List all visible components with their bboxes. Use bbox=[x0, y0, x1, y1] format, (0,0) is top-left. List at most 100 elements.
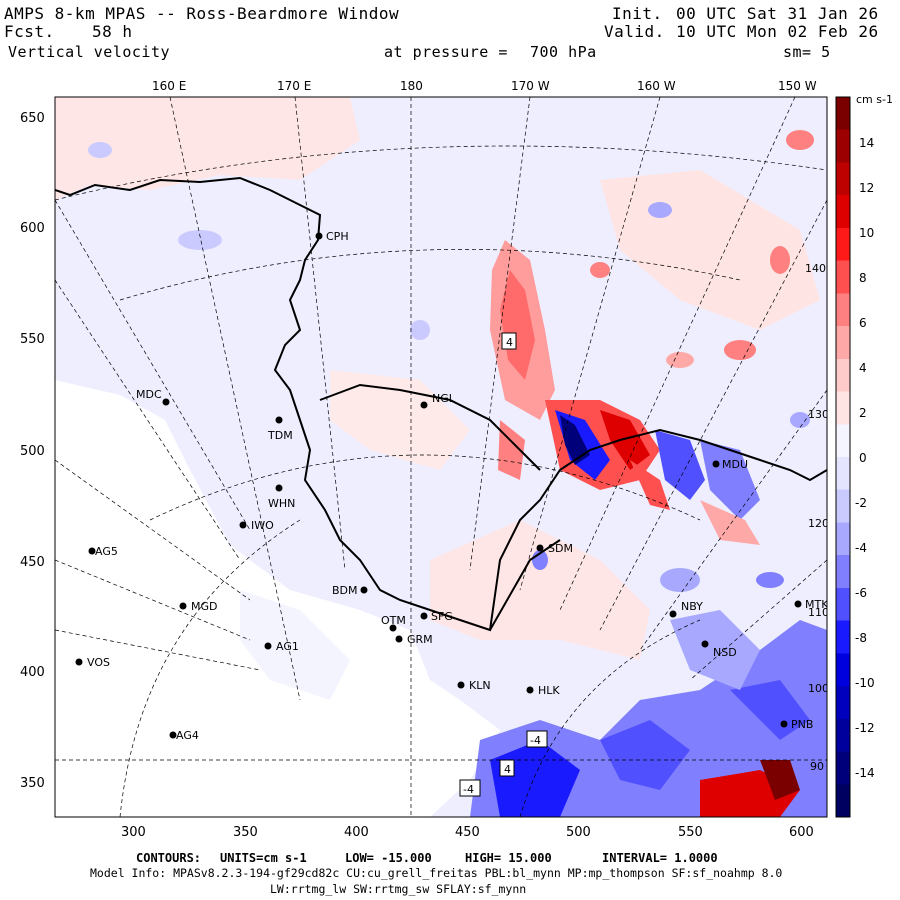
colorbar-label: 10 bbox=[859, 226, 874, 240]
top-lon-label: 160 W bbox=[637, 79, 676, 93]
station[interactable]: CPH bbox=[315, 230, 349, 243]
colorbar-label: 2 bbox=[859, 406, 867, 420]
station[interactable]: SDM bbox=[536, 542, 573, 555]
lon-label: 130 W bbox=[808, 408, 843, 421]
valid-time: 10 UTC Mon 02 Feb 26 bbox=[676, 22, 879, 41]
station-label: NSD bbox=[713, 646, 737, 659]
x-tick: 350 bbox=[233, 825, 258, 840]
colorbar-label: 4 bbox=[859, 361, 867, 375]
station[interactable]: AG5 bbox=[88, 545, 118, 558]
station-label: AG1 bbox=[276, 640, 299, 653]
y-tick: 500 bbox=[20, 444, 45, 459]
colorbar-label: -2 bbox=[855, 496, 867, 510]
contour-low: LOW= -15.000 bbox=[345, 851, 432, 865]
pressure-label: at pressure = bbox=[384, 43, 508, 61]
model-info: Model Info: MPASv8.2.3-194-gf29cd82c CU:… bbox=[90, 866, 783, 880]
station[interactable]: WHN bbox=[268, 484, 295, 511]
init-time: 00 UTC Sat 31 Jan 26 bbox=[676, 4, 879, 23]
station-label: MDC bbox=[136, 388, 162, 401]
y-tick: 650 bbox=[20, 111, 45, 126]
station[interactable]: NGL bbox=[420, 392, 456, 409]
overlay-lon-labels: 140 W 130 W 120 W 110 W 100 W 90 W bbox=[805, 262, 843, 773]
station[interactable]: KLN bbox=[457, 679, 491, 692]
station[interactable]: AG4 bbox=[169, 729, 199, 742]
station-label: WHN bbox=[268, 497, 295, 510]
forecast-label: Fcst. bbox=[4, 22, 55, 41]
y-tick: 350 bbox=[20, 776, 45, 791]
x-axis: 300 350 400 450 500 550 600 bbox=[121, 825, 814, 840]
map-title: AMPS 8-km MPAS -- Ross-Beardmore Window bbox=[4, 4, 400, 23]
x-tick: 400 bbox=[344, 825, 369, 840]
contour-label-pos: 4 bbox=[504, 763, 511, 776]
station[interactable]: IWO bbox=[239, 519, 275, 532]
station-label: MGD bbox=[191, 600, 218, 613]
station-label: KLN bbox=[469, 679, 491, 692]
lon-label: 90 W bbox=[810, 760, 838, 773]
station-label: MTK bbox=[805, 598, 829, 611]
station-label: GRM bbox=[407, 633, 433, 646]
contour-high: HIGH= 15.000 bbox=[465, 851, 552, 865]
station[interactable]: AG1 bbox=[264, 640, 299, 653]
lon-label: 140 W bbox=[805, 262, 840, 275]
station[interactable]: MTK bbox=[794, 598, 830, 611]
station[interactable]: HLK bbox=[526, 684, 561, 697]
top-lon-label: 170 W bbox=[511, 79, 550, 93]
colorbar-labels: 14 12 10 8 6 4 2 0 -2 -4 -6 -8 -10 -12 -14 bbox=[855, 136, 875, 780]
station[interactable]: SFG bbox=[420, 610, 453, 623]
colorbar-label: -8 bbox=[855, 631, 867, 645]
station-label: SDM bbox=[548, 542, 573, 555]
init-label: Init. bbox=[612, 4, 663, 23]
station[interactable]: PNB bbox=[780, 718, 814, 731]
y-axis: 650 600 550 500 450 400 350 bbox=[20, 111, 45, 791]
valid-label: Valid. bbox=[604, 22, 665, 41]
lon-label: 100 W bbox=[808, 682, 843, 695]
x-tick: 450 bbox=[455, 825, 480, 840]
station[interactable]: BDM bbox=[332, 584, 368, 597]
colorbar-label: -14 bbox=[855, 766, 875, 780]
contour-units: UNITS=cm s-1 bbox=[220, 851, 307, 865]
top-lon-label: 160 E bbox=[152, 79, 186, 93]
station-label: AG4 bbox=[176, 729, 199, 742]
station-label: HLK bbox=[538, 684, 560, 697]
station[interactable]: GRM bbox=[395, 633, 433, 646]
top-lon-label: 150 W bbox=[778, 79, 817, 93]
station-label: NGL bbox=[432, 392, 456, 405]
meridian-lines bbox=[55, 97, 827, 817]
contour-boxes: 4 4 -4 -4 bbox=[459, 332, 548, 797]
station-label: OTM bbox=[381, 614, 406, 627]
station[interactable]: MDU bbox=[712, 458, 749, 471]
pressure-value: 700 hPa bbox=[530, 43, 597, 61]
station-label: IWO bbox=[251, 519, 274, 532]
field-name: Vertical velocity bbox=[8, 43, 171, 61]
y-tick: 400 bbox=[20, 665, 45, 680]
station-label: BDM bbox=[332, 584, 358, 597]
top-lon-label: 170 E bbox=[277, 79, 311, 93]
station[interactable]: MGD bbox=[179, 600, 218, 613]
colorbar-label: -10 bbox=[855, 676, 875, 690]
map-area[interactable]: 4 4 -4 -4 CPH MDC NGL TDM WHN IWO AG5 SD… bbox=[55, 97, 843, 817]
map-frame bbox=[54, 96, 828, 818]
y-tick: 550 bbox=[20, 332, 45, 347]
colorbar-label: -6 bbox=[855, 586, 867, 600]
station[interactable]: TDM bbox=[267, 416, 293, 443]
colorbar-label: 14 bbox=[859, 136, 874, 150]
colorbar-label: 8 bbox=[859, 271, 867, 285]
station-layer[interactable]: CPH MDC NGL TDM WHN IWO AG5 SDM BDM MGD … bbox=[75, 230, 830, 742]
colorbar-label: -12 bbox=[855, 721, 875, 735]
colorbar-strip bbox=[835, 96, 851, 818]
station[interactable]: NSD bbox=[701, 640, 737, 660]
station[interactable]: MDC bbox=[136, 388, 170, 406]
smoothing: sm= 5 bbox=[783, 43, 831, 61]
colorbar: cm s-1 14 12 10 8 6 4 2 0 -2 -4 -6 -8 -10 -12 -14 bbox=[835, 93, 893, 818]
x-tick: 550 bbox=[678, 825, 703, 840]
x-tick: 300 bbox=[121, 825, 146, 840]
station[interactable]: VOS bbox=[75, 656, 110, 669]
station[interactable]: OTM bbox=[381, 614, 406, 632]
lon-label: 120 W bbox=[808, 517, 843, 530]
y-tick: 600 bbox=[20, 221, 45, 236]
x-tick: 500 bbox=[566, 825, 591, 840]
colorbar-unit: cm s-1 bbox=[856, 93, 893, 106]
top-lon-label: 180 bbox=[400, 79, 423, 93]
station[interactable]: NBY bbox=[669, 600, 704, 618]
